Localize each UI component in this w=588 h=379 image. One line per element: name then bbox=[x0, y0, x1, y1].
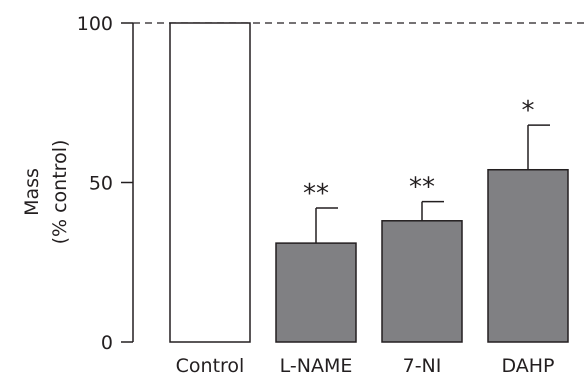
significance-marker: * bbox=[522, 96, 535, 126]
significance-marker: ** bbox=[303, 179, 329, 209]
significance-marker: ** bbox=[409, 173, 435, 203]
bar bbox=[169, 22, 251, 343]
y-tick-label: 100 bbox=[77, 13, 113, 35]
plot-area: 0 50 100 Control ** L-NAME ** 7-NI * DAHP bbox=[77, 13, 588, 377]
y-axis-title: Mass (% control) bbox=[21, 140, 71, 245]
bar bbox=[381, 220, 463, 343]
y-tick-label: 0 bbox=[101, 332, 113, 354]
category-label: Control bbox=[176, 355, 245, 377]
bar bbox=[275, 242, 357, 343]
category-label: 7-NI bbox=[403, 355, 442, 377]
bar bbox=[487, 168, 569, 343]
category-label: DAHP bbox=[501, 355, 554, 377]
category-label: L-NAME bbox=[280, 355, 353, 377]
y-tick-label: 50 bbox=[89, 173, 113, 195]
y-axis-title-line-2: (% control) bbox=[49, 140, 71, 245]
y-axis-title-line-1: Mass bbox=[21, 168, 43, 216]
